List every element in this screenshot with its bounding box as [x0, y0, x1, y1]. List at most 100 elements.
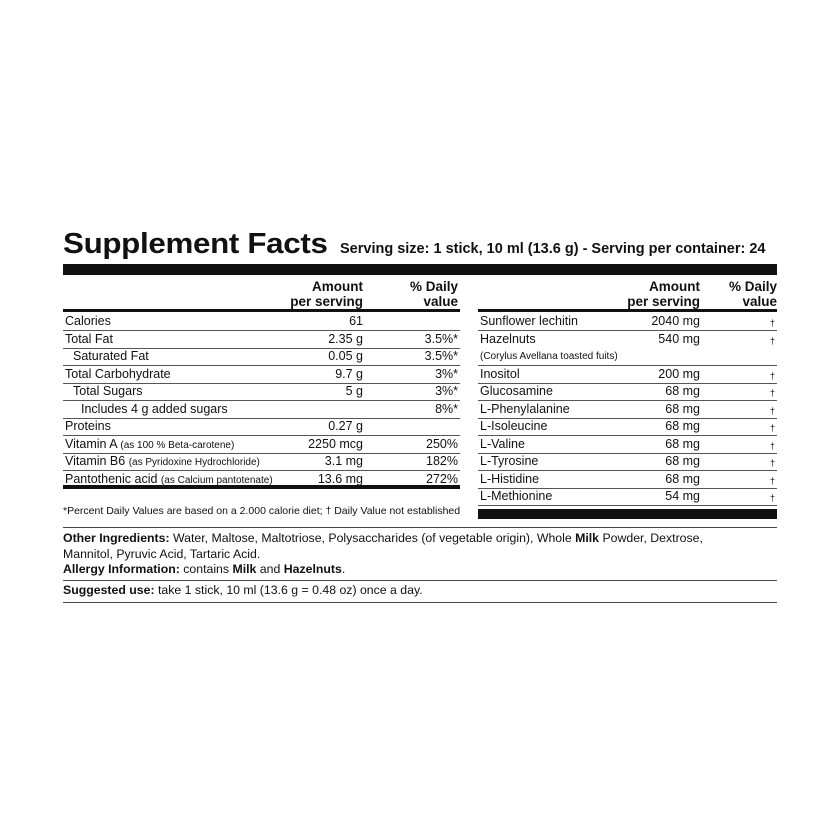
table-row: L-Phenylalanine 68 mg † — [478, 401, 777, 419]
nutrient-name: L-Phenylalanine — [480, 401, 570, 418]
amount: 68 mg — [665, 384, 700, 398]
nutrient-name: Sunflower lechitin — [480, 313, 578, 330]
amount: 2250 mcg — [308, 436, 363, 451]
amount: 9.7 g — [335, 366, 363, 381]
amount: 68 mg — [665, 436, 700, 451]
header-line: % Daily — [409, 279, 458, 294]
amount: 68 mg — [665, 401, 700, 416]
table-row: (Corylus Avellana toasted fuits) — [478, 348, 777, 367]
daily-value: 8%* — [435, 401, 458, 416]
amount: 13.6 mg — [317, 471, 363, 486]
nutrient-name: Glucosamine — [480, 383, 553, 400]
daily-value: 3.5%* — [424, 331, 458, 346]
right-table: Amount per serving % Daily value Sunflower… — [478, 275, 777, 520]
header-line: % Daily — [728, 279, 777, 294]
nutrient-name: L-Tyrosine — [480, 453, 538, 470]
text-bold: Milk — [232, 562, 257, 576]
divider — [63, 527, 777, 528]
label: Suggested use: — [63, 583, 155, 597]
nutrient-name: Total Sugars — [73, 383, 142, 400]
nutrient-name: Calories — [65, 313, 111, 330]
nutrient-name: L-Histidine — [480, 471, 539, 488]
table-row: L-Isoleucine 68 mg † — [478, 418, 777, 437]
suggested-use: Suggested use: take 1 stick, 10 ml (13.6… — [63, 583, 423, 599]
daily-value: 272% — [426, 471, 458, 486]
footnote: *Percent Daily Values are based on a 2.0… — [63, 505, 461, 517]
text-bold: Hazelnuts — [283, 562, 342, 576]
header-line: Amount — [312, 279, 363, 294]
name-text: Vitamin A — [65, 436, 117, 451]
header-line: per serving — [627, 294, 700, 309]
divider — [63, 602, 777, 603]
left-table: Amount per serving % Daily value Calories 6… — [63, 275, 460, 490]
amount: 2.35 g — [328, 331, 363, 346]
name-text: L-Tyrosine — [480, 454, 539, 468]
nutrient-name: Saturated Fat — [73, 348, 149, 365]
table-row: Includes 4 g added sugars 8%* — [63, 401, 460, 419]
table-row: Inositol 200 mg † — [478, 366, 777, 384]
amount: 5 g — [345, 384, 363, 398]
table-row: Calories 61 — [63, 313, 460, 332]
table-row: Vitamin A (as 100 % Beta-carotene) 2250 m… — [63, 436, 460, 454]
amount: 200 mg — [658, 366, 700, 381]
label: Other Ingredients: — [63, 531, 170, 545]
text: Water, Maltose, Maltotriose, Polysacchar… — [169, 531, 576, 545]
nutrient-name: Vitamin A (as 100 % Beta-carotene) — [65, 436, 234, 454]
amount-header: Amount per serving — [627, 279, 700, 309]
table-row: Vitamin B6 (as Pyridoxine Hydrochloride)… — [63, 453, 460, 472]
amount: 0.27 g — [328, 419, 363, 433]
name-text: Includes 4 g added sugars — [81, 401, 228, 416]
bottom-rule — [63, 485, 460, 489]
name-text: Total Carbohydrate — [65, 366, 171, 381]
nutrient-name: Includes 4 g added sugars — [81, 401, 228, 418]
amount-header: Amount per serving — [290, 279, 363, 309]
serving-info: Serving size: 1 stick, 10 ml (13.6 g) - … — [340, 241, 766, 257]
amount: 61 — [349, 314, 363, 328]
text: take 1 stick, 10 ml (13.6 g = 0.48 oz) o… — [154, 583, 423, 597]
name-text: L-Isoleucine — [480, 419, 548, 433]
table-row: Saturated Fat 0.05 g 3.5%* — [63, 348, 460, 367]
amount: 54 mg — [665, 489, 700, 503]
name-note: (as Calcium pantotenate) — [160, 474, 273, 486]
daily-value: † — [769, 318, 775, 328]
name-text: Total Fat — [65, 331, 113, 346]
daily-value-header: % Daily value — [410, 279, 458, 309]
daily-value: † — [769, 370, 775, 381]
daily-value: 3%* — [435, 366, 458, 381]
divider — [63, 580, 777, 581]
table-row: L-Methionine 54 mg † — [478, 488, 777, 507]
header-line: value — [423, 294, 458, 309]
nutrient-name: (Corylus Avellana toasted fuits) — [480, 348, 618, 365]
nutrient-name: Pantothenic acid (as Calcium pantotenate… — [65, 471, 273, 489]
name-text: Inositol — [480, 366, 520, 381]
daily-value: 250% — [426, 436, 458, 451]
amount: 68 mg — [665, 454, 700, 468]
name-text: Calories — [65, 314, 111, 328]
amount: 3.1 mg — [324, 454, 363, 468]
text-bold: Milk — [575, 531, 600, 545]
text: . — [341, 562, 346, 576]
daily-value: 3.5%* — [424, 349, 458, 363]
amount: 0.05 g — [328, 349, 363, 363]
name-note: (as 100 % Beta-carotene) — [120, 439, 235, 451]
table-row: Sunflower lechitin 2040 mg † — [478, 313, 777, 332]
table-row: Total Sugars 5 g 3%* — [63, 383, 460, 402]
other-ingredients: Other Ingredients: Water, Maltose, Malto… — [63, 531, 703, 578]
name-note: (as Pyridoxine Hydrochloride) — [128, 457, 260, 468]
nutrient-name: L-Methionine — [480, 488, 552, 505]
daily-value: † — [769, 440, 775, 451]
table-row: L-Valine 68 mg † — [478, 436, 777, 454]
daily-value: † — [769, 458, 775, 468]
name-text: (Corylus Avellana toasted fuits) — [480, 351, 618, 362]
name-text: Glucosamine — [480, 384, 553, 398]
header-line: Amount — [649, 279, 700, 294]
amount: 2040 mg — [651, 314, 700, 328]
daily-value: † — [769, 423, 775, 433]
nutrient-name: Total Fat — [65, 331, 113, 348]
table-row: Total Fat 2.35 g 3.5%* — [63, 331, 460, 349]
amount: 68 mg — [665, 419, 700, 433]
text: and — [256, 562, 284, 576]
nutrient-name: L-Isoleucine — [480, 418, 547, 435]
nutrient-name: Proteins — [65, 418, 111, 435]
nutrient-name: Total Carbohydrate — [65, 366, 171, 383]
